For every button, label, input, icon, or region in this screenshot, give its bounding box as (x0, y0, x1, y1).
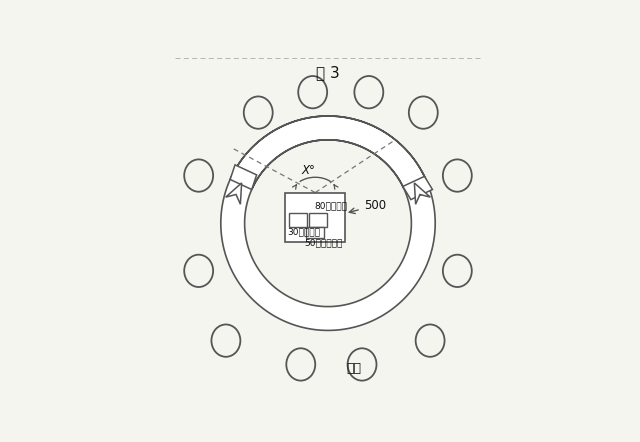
Bar (309, 213, 327, 227)
Polygon shape (414, 183, 430, 204)
Polygon shape (226, 183, 242, 204)
Text: 50：スピーカ: 50：スピーカ (304, 238, 342, 247)
Bar (306, 227, 324, 237)
Bar (285, 193, 345, 242)
Text: 80：マイク: 80：マイク (314, 201, 348, 210)
Text: 500: 500 (349, 199, 386, 213)
Polygon shape (403, 176, 433, 200)
Text: 30：カメラ: 30：カメラ (287, 227, 320, 236)
Bar (289, 213, 307, 227)
Text: 図 3: 図 3 (316, 65, 340, 80)
Polygon shape (230, 165, 257, 190)
Text: 人物: 人物 (346, 362, 361, 375)
Text: X°: X° (301, 164, 316, 177)
Polygon shape (221, 116, 435, 331)
